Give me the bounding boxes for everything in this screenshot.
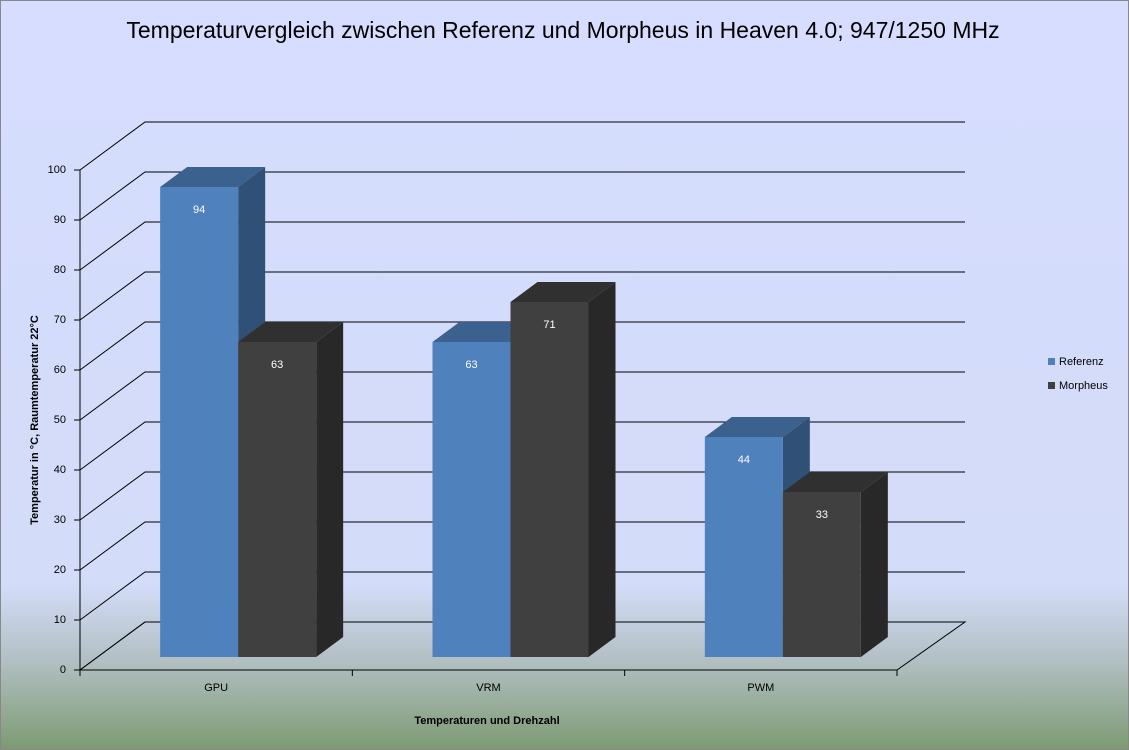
legend-label: Morpheus [1059, 380, 1108, 392]
y-tick-label: 0 [60, 664, 66, 676]
bar-top [704, 417, 810, 437]
y-tick-label: 30 [54, 514, 66, 526]
legend-label: Referenz [1059, 356, 1104, 368]
grid-line [79, 371, 965, 421]
grid-line [79, 471, 965, 521]
y-axis-label: Temperatur in °C, Raumtemperatur 22°C [29, 315, 41, 525]
bar [238, 342, 317, 657]
bar-top [510, 282, 616, 302]
chart-title: Temperaturvergleich zwischen Referenz un… [126, 17, 999, 43]
bar [432, 342, 511, 657]
bar [782, 492, 861, 657]
grid-line [79, 521, 965, 571]
data-label: 63 [465, 359, 477, 371]
bar-top [238, 322, 344, 342]
bar [160, 187, 239, 657]
grid-line [79, 221, 965, 271]
data-label: 44 [738, 454, 750, 466]
data-label: 71 [543, 319, 555, 331]
y-tick-label: 50 [54, 414, 66, 426]
bar [510, 302, 589, 657]
y-tick-label: 20 [54, 564, 66, 576]
grid-line [79, 321, 965, 371]
x-tick-label: VRM [476, 682, 500, 694]
grid-line [79, 571, 965, 621]
data-label: 33 [816, 509, 828, 521]
y-tick-label: 10 [54, 614, 66, 626]
x-tick-label: PWM [747, 682, 774, 694]
bar-side [860, 472, 888, 657]
x-axis-label: Temperaturen und Drehzahl [414, 715, 559, 727]
y-tick-label: 80 [54, 264, 66, 276]
grid-line [79, 271, 965, 321]
y-tick-label: 60 [54, 364, 66, 376]
bar [704, 437, 783, 657]
bar-side [588, 282, 616, 657]
x-tick-label: GPU [204, 682, 228, 694]
legend-swatch [1048, 358, 1055, 365]
data-label: 63 [271, 359, 283, 371]
bar-top [782, 472, 888, 492]
y-tick-label: 100 [48, 164, 66, 176]
grid-line [79, 421, 965, 471]
y-tick-label: 70 [54, 314, 66, 326]
bar-top [160, 167, 266, 187]
grid-line [79, 171, 965, 221]
legend-swatch [1048, 382, 1055, 389]
grid-line [79, 621, 965, 671]
y-tick-label: 40 [54, 464, 66, 476]
y-tick-label: 90 [54, 214, 66, 226]
data-label: 94 [193, 204, 205, 216]
bar-side [316, 322, 344, 657]
grid-line [79, 121, 965, 171]
